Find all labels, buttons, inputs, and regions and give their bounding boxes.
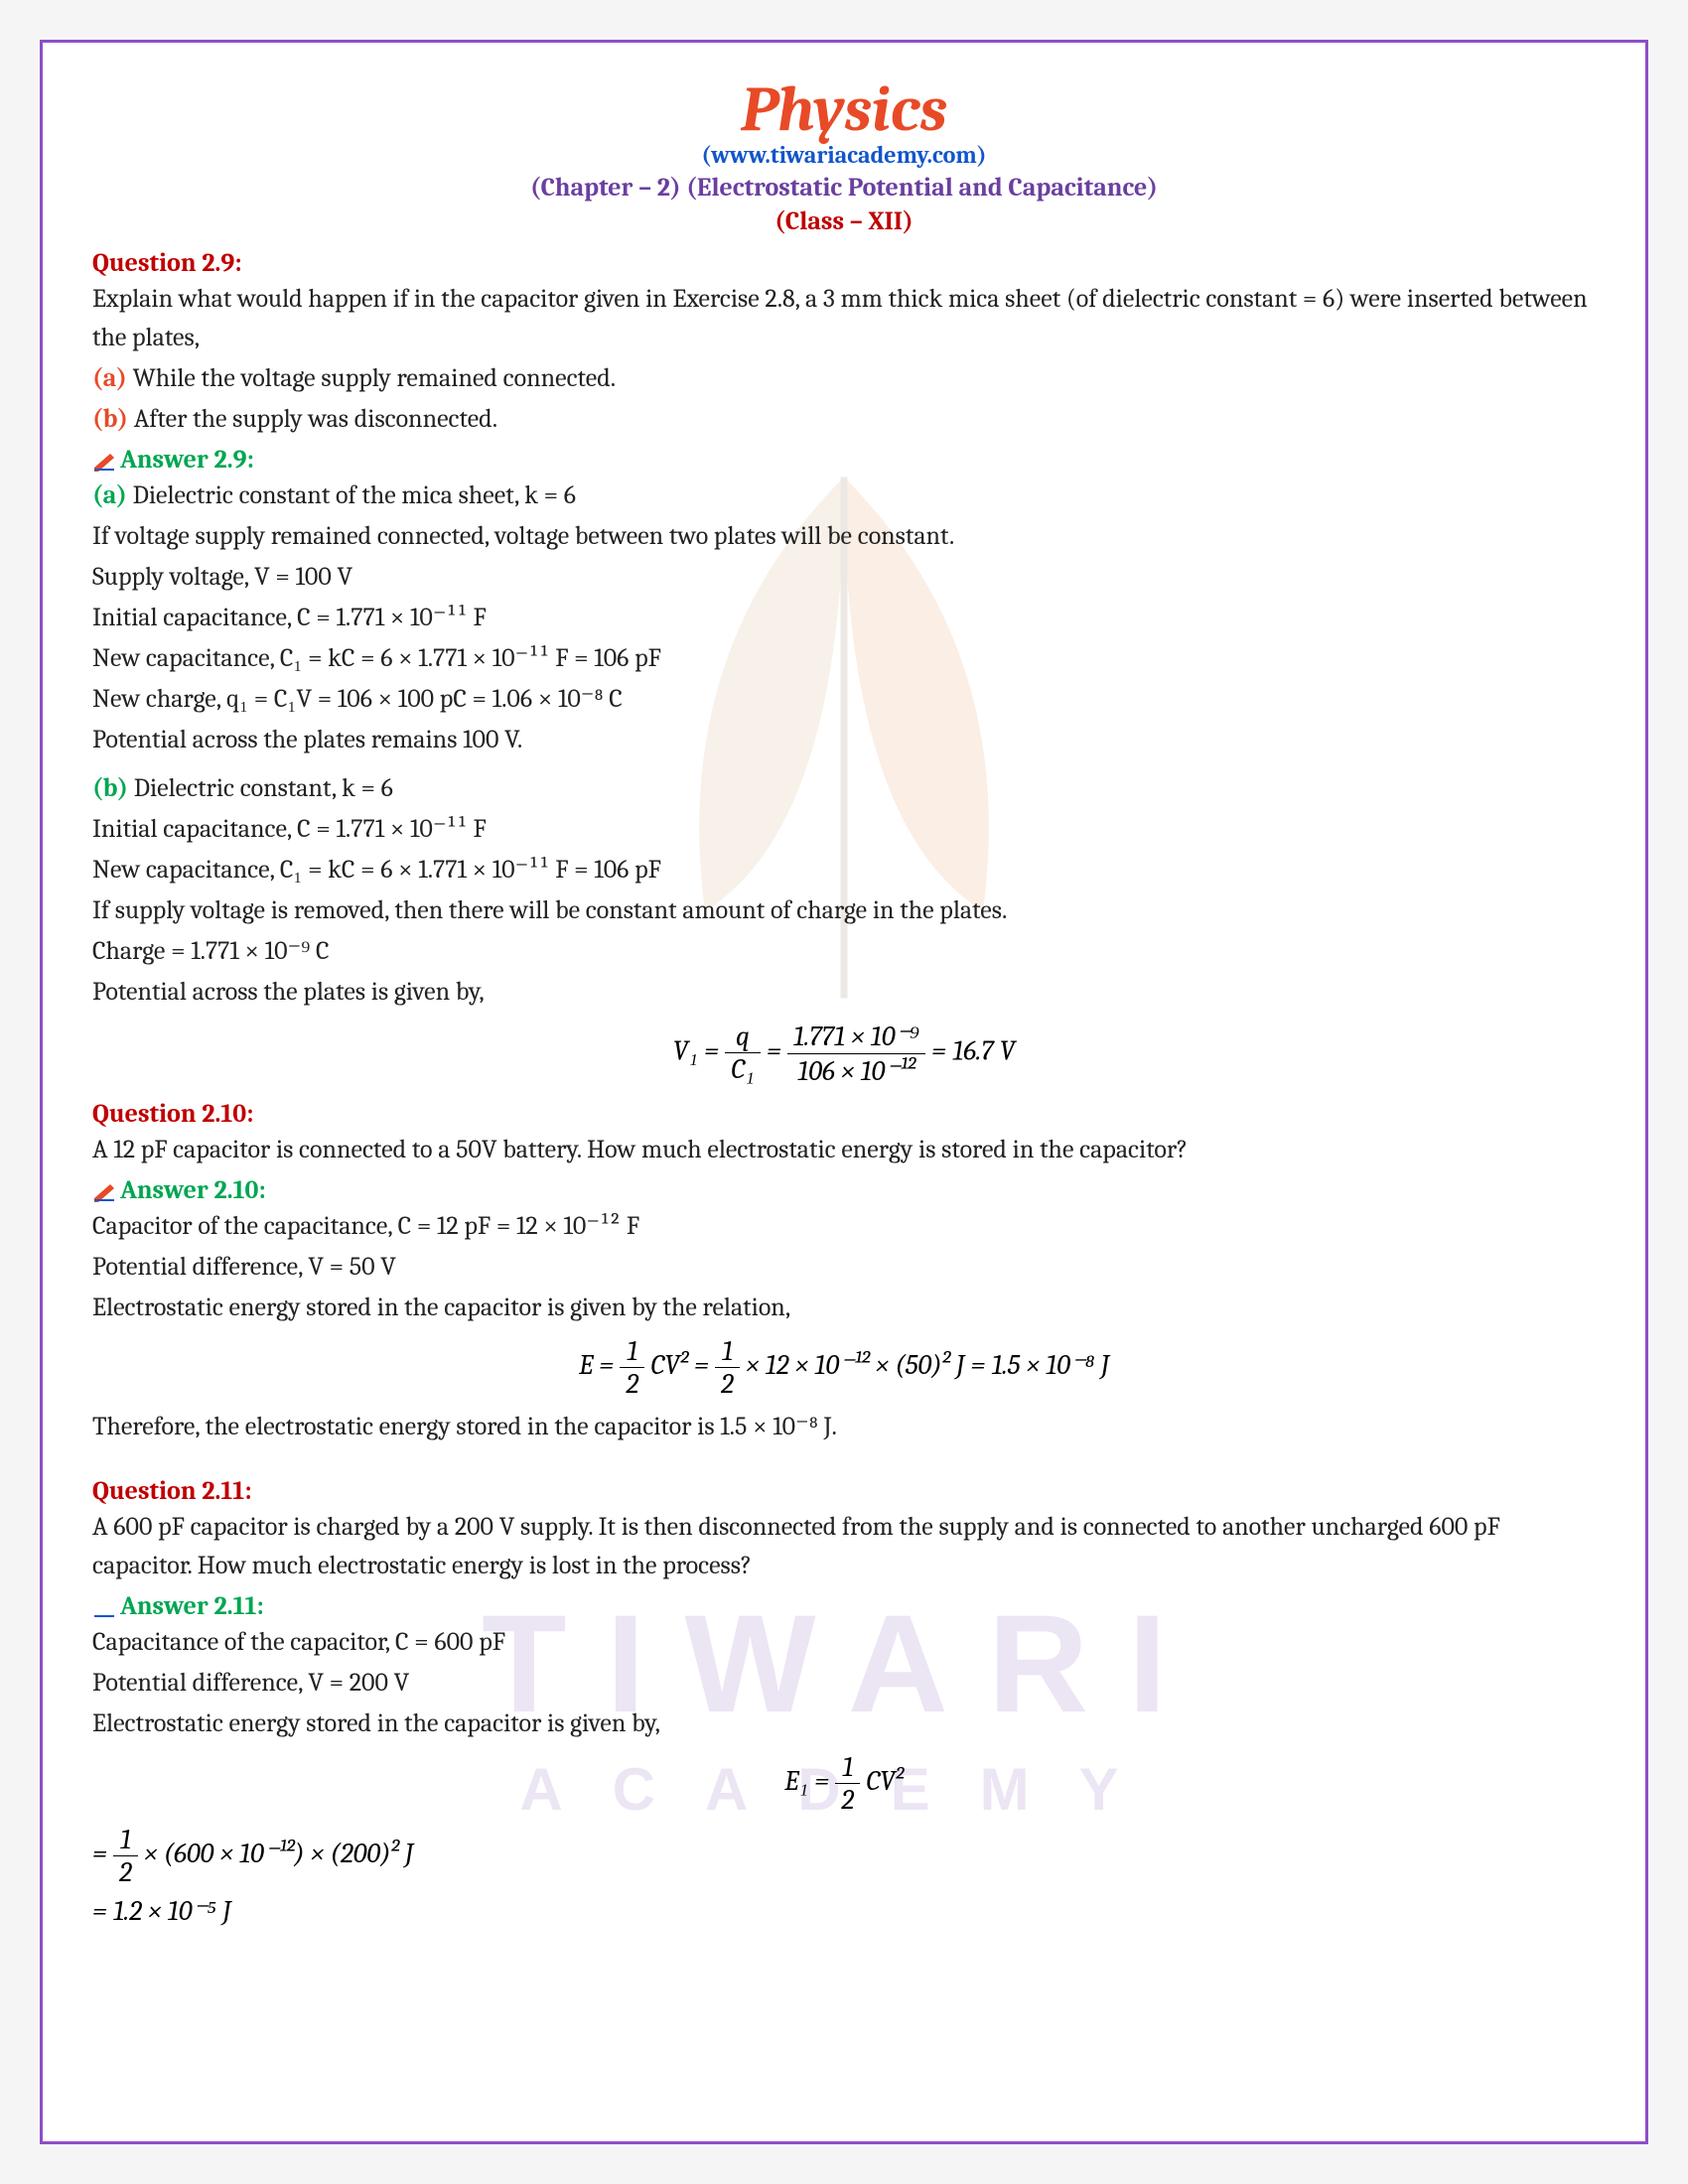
formula-e1-l2: = 12 × (600 × 10⁻¹²) × (200)² J (92, 1824, 1596, 1888)
frac-qc1: qC₁ (725, 1021, 761, 1086)
a210-l2: Potential difference, V = 50 V (92, 1248, 1596, 1287)
a29-a4: Initial capacitance, C = 1.771 × 10⁻¹¹ F (92, 599, 1596, 637)
a29-b2: Initial capacitance, C = 1.771 × 10⁻¹¹ F (92, 810, 1596, 849)
a29-b5: Charge = 1.771 × 10⁻⁹ C (92, 932, 1596, 971)
part-b: (b) (92, 773, 128, 803)
a211-label: Answer 2.11: (92, 1591, 1596, 1621)
formula-e1: E₁ = 12 CV² (92, 1751, 1596, 1816)
num: q (725, 1021, 761, 1053)
den: 2 (835, 1784, 860, 1816)
a29-a1-text: Dielectric constant of the mica sheet, k… (127, 480, 576, 510)
num: 1 (113, 1824, 138, 1856)
a29-b3: New capacitance, C₁ = kC = 6 × 1.771 × 1… (92, 851, 1596, 889)
a210-l1: Capacitor of the capacitance, C = 12 pF … (92, 1207, 1596, 1246)
den: 2 (715, 1368, 740, 1400)
den: C₁ (725, 1053, 761, 1086)
q29-opt-a: (a) While the voltage supply remained co… (92, 359, 1596, 398)
class-label: (Class – XII) (92, 206, 1596, 236)
q211-label: Question 2.11: (92, 1476, 1596, 1506)
a29-b4: If supply voltage is removed, then there… (92, 891, 1596, 930)
num: 1.771 × 10⁻⁹ (787, 1020, 925, 1054)
a211-l2: Potential difference, V = 200 V (92, 1664, 1596, 1703)
chapter-label: (Chapter – 2) (Electrostatic Potential a… (92, 173, 1596, 203)
a210-l3: Electrostatic energy stored in the capac… (92, 1289, 1596, 1327)
a29-a6: New charge, q₁ = C₁V = 106 × 100 pC = 1.… (92, 680, 1596, 719)
num: 1 (620, 1335, 644, 1368)
f-e1-cv2: CV² (866, 1765, 904, 1797)
f-e-rest: × 12 × 10⁻¹² × (50)² J = 1.5 × 10⁻⁸ J (746, 1349, 1109, 1381)
a210-label: Answer 2.10: (92, 1175, 1596, 1205)
formula-e1-l3: = 1.2 × 10⁻⁵ J (92, 1894, 1596, 1928)
opt-a-text: While the voltage supply remained connec… (127, 363, 616, 393)
a29-a3: Supply voltage, V = 100 V (92, 558, 1596, 597)
a29-b6: Potential across the plates is given by, (92, 973, 1596, 1012)
frac-half: 12 (620, 1335, 644, 1400)
a29-a1: (a) Dielectric constant of the mica shee… (92, 477, 1596, 515)
part-a: (a) (92, 480, 127, 510)
f-e-lhs: E = (579, 1349, 614, 1381)
num: 1 (715, 1335, 740, 1368)
pencil-icon (92, 452, 116, 472)
f-e-mid: CV² = (650, 1349, 709, 1381)
a29-a7: Potential across the plates remains 100 … (92, 721, 1596, 759)
opt-a-label: (a) (92, 363, 127, 393)
a29-a2: If voltage supply remained connected, vo… (92, 517, 1596, 556)
frac-val: 1.771 × 10⁻⁹106 × 10⁻¹² (787, 1020, 925, 1087)
a210-l4: Therefore, the electrostatic energy stor… (92, 1408, 1596, 1446)
a29-label-text: Answer 2.9: (120, 445, 254, 475)
frac-half2: 12 (715, 1335, 740, 1400)
pencil-icon (92, 1182, 116, 1202)
website-url: (www.tiwariacademy.com) (92, 141, 1596, 169)
opt-b-text: After the supply was disconnected. (128, 404, 497, 434)
frac-half4: 12 (113, 1824, 138, 1888)
f-e1-l2-text: × (600 × 10⁻¹²) × (200)² J (144, 1838, 413, 1869)
q210-text: A 12 pF capacitor is connected to a 50V … (92, 1131, 1596, 1169)
pencil-icon (92, 1598, 116, 1618)
q29-opt-b: (b) After the supply was disconnected. (92, 400, 1596, 439)
num: 1 (835, 1751, 860, 1784)
opt-b-label: (b) (92, 404, 128, 434)
frac-half3: 12 (835, 1751, 860, 1816)
den: 2 (113, 1856, 138, 1888)
q211-text: A 600 pF capacitor is charged by a 200 V… (92, 1508, 1596, 1585)
den: 106 × 10⁻¹² (787, 1054, 925, 1087)
f-e1-lhs: E₁ = (784, 1765, 829, 1797)
f-v1-result: = 16.7 V (931, 1035, 1015, 1067)
a211-l1: Capacitance of the capacitor, C = 600 pF (92, 1623, 1596, 1662)
den: 2 (620, 1368, 644, 1400)
formula-e: E = 12 CV² = 12 × 12 × 10⁻¹² × (50)² J =… (92, 1335, 1596, 1400)
f-v1-lhs: V₁ = (673, 1035, 719, 1067)
a210-label-text: Answer 2.10: (120, 1175, 266, 1205)
q29-label: Question 2.9: (92, 248, 1596, 278)
a29-label: Answer 2.9: (92, 445, 1596, 475)
a29-b1-text: Dielectric constant, k = 6 (128, 773, 393, 803)
a29-b1: (b) Dielectric constant, k = 6 (92, 769, 1596, 808)
page-title: Physics (92, 72, 1596, 146)
a211-l3: Electrostatic energy stored in the capac… (92, 1705, 1596, 1743)
a211-label-text: Answer 2.11: (120, 1591, 264, 1621)
a29-a5: New capacitance, C₁ = kC = 6 × 1.771 × 1… (92, 639, 1596, 678)
document-page: TIWARI ACADEMY Physics (www.tiwariacadem… (40, 40, 1648, 2144)
q29-text: Explain what would happen if in the capa… (92, 280, 1596, 357)
q210-label: Question 2.10: (92, 1099, 1596, 1129)
content-area: Physics (www.tiwariacademy.com) (Chapter… (92, 72, 1596, 1928)
formula-v1: V₁ = qC₁ = 1.771 × 10⁻⁹106 × 10⁻¹² = 16.… (92, 1020, 1596, 1087)
